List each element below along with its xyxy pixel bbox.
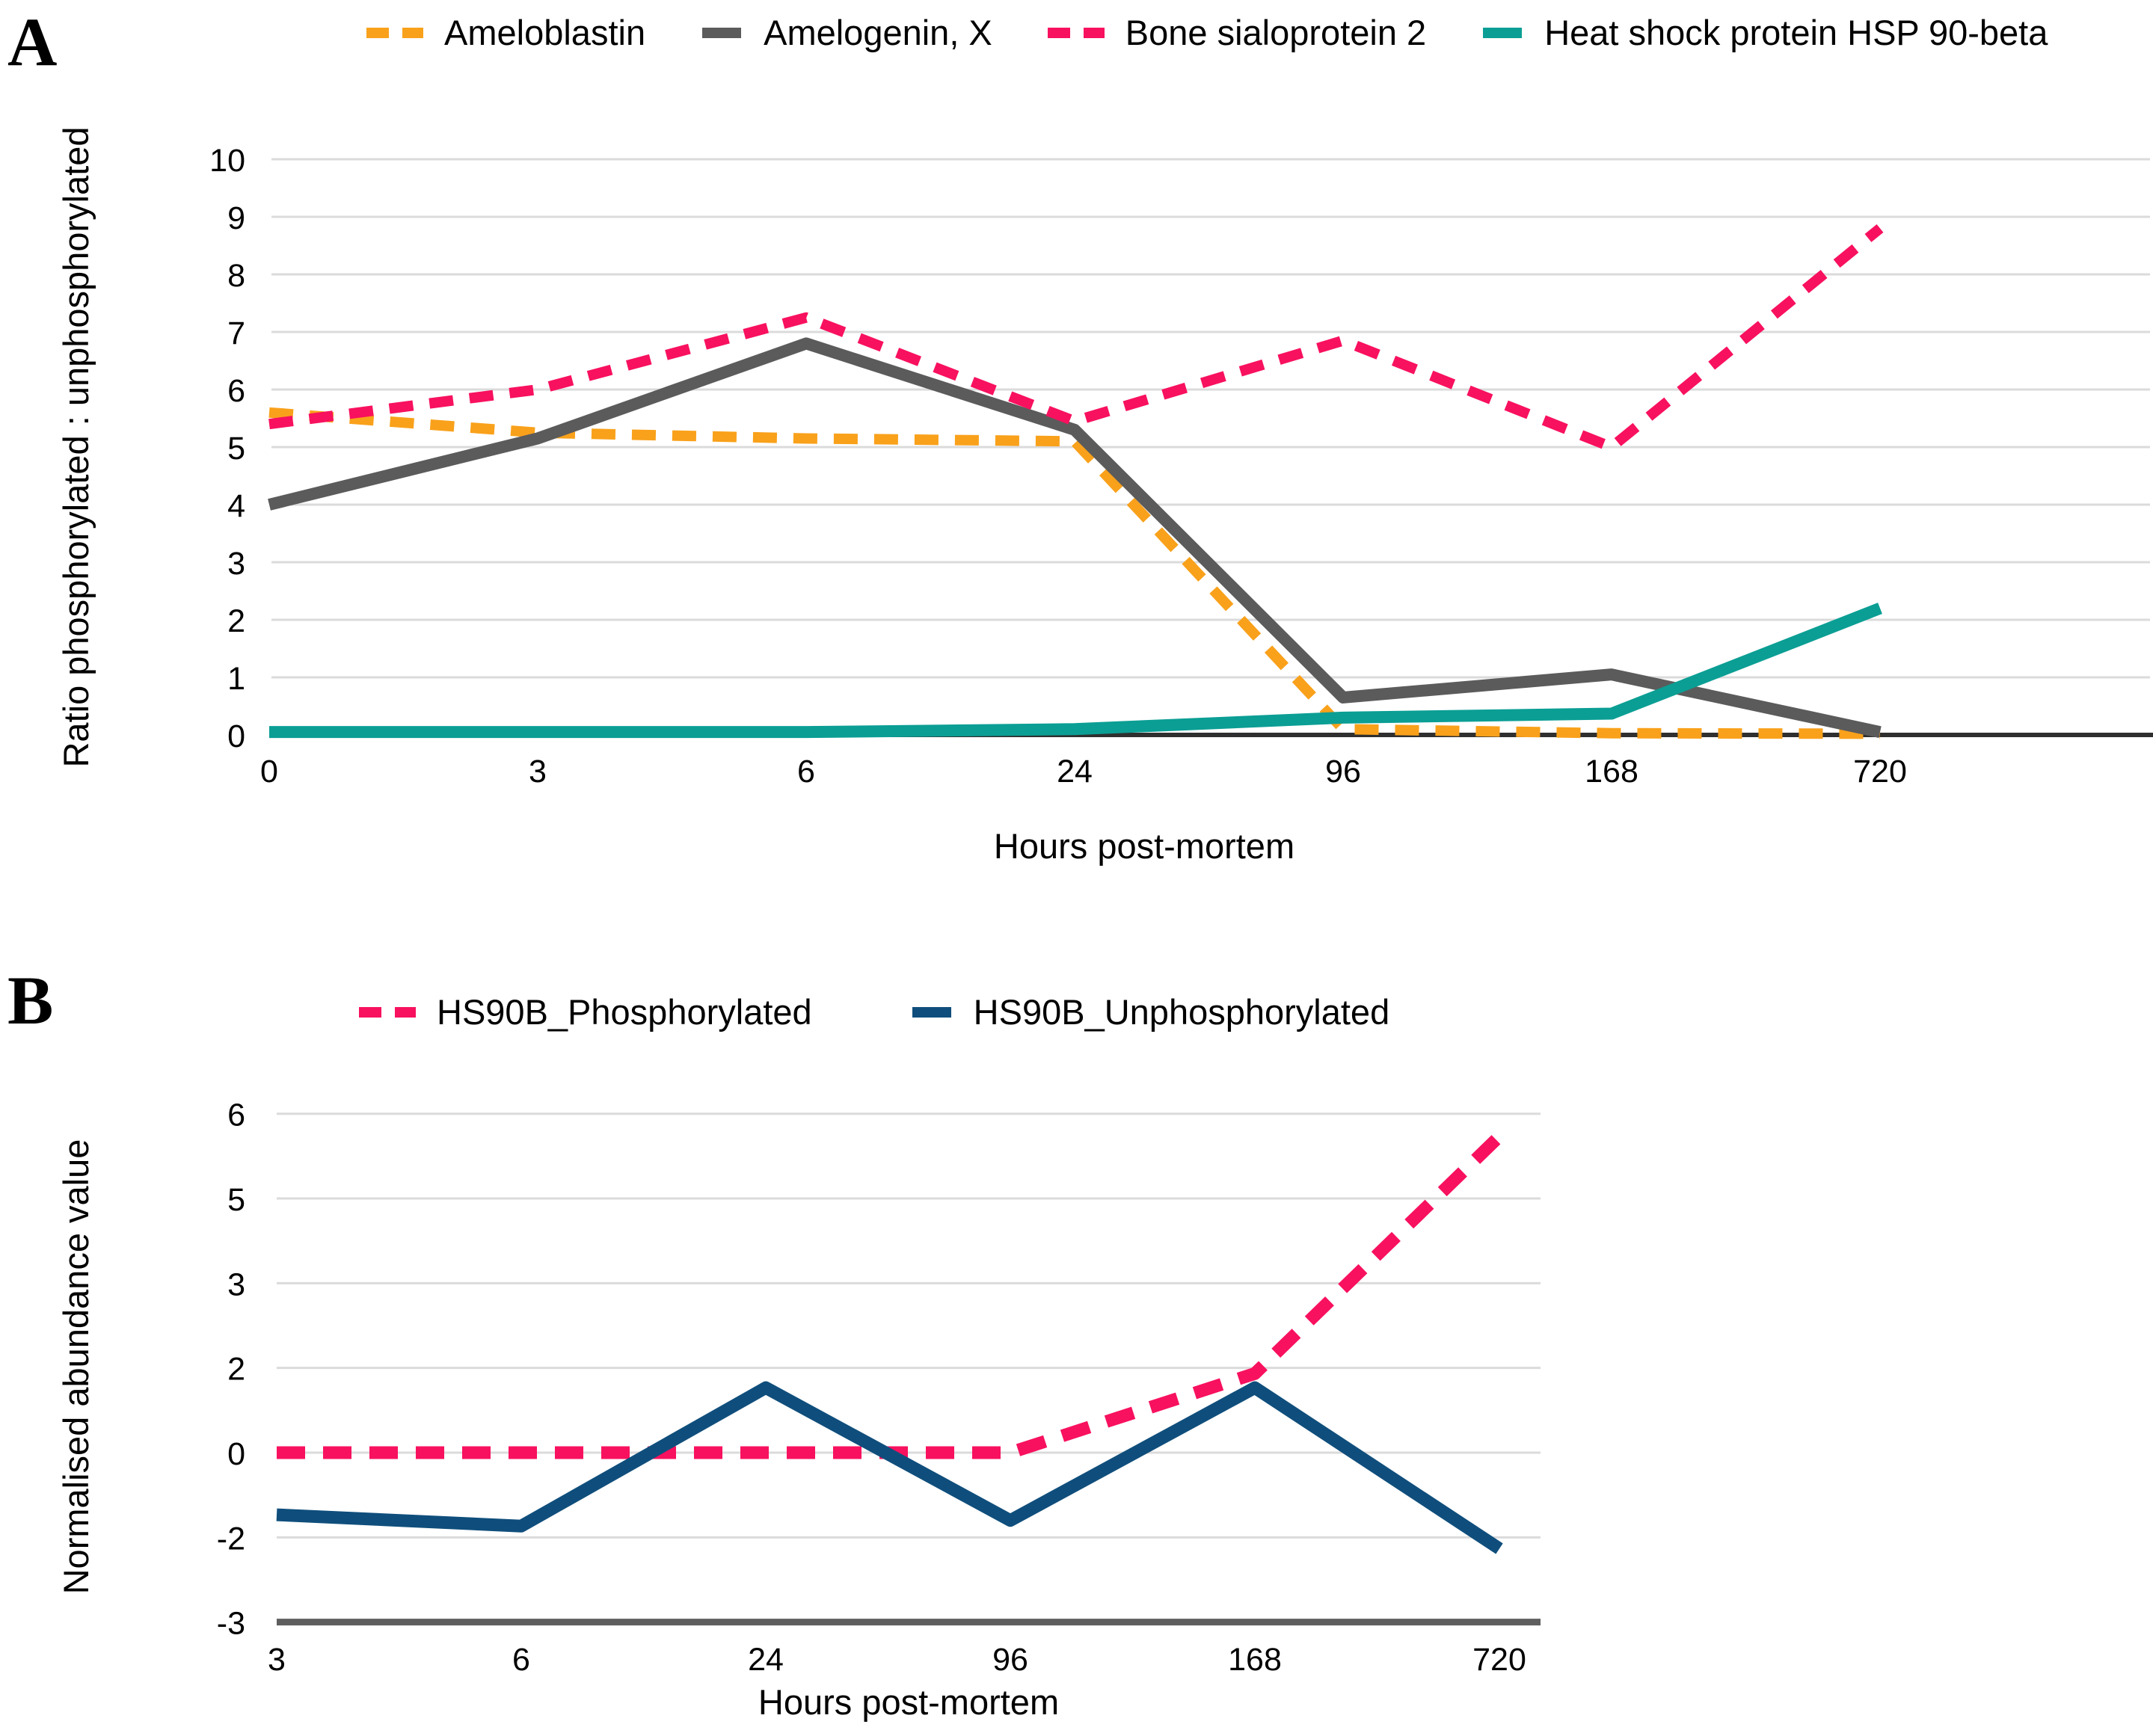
y-tick-label: 3 — [227, 546, 245, 582]
chart-b-x-axis-title: Hours post-mortem — [758, 1682, 1059, 1722]
dashed-line-swatch-icon — [1047, 27, 1105, 38]
legend-item-hs90b-unphosphorylated: HS90B_Unphosphorylated — [909, 991, 1390, 1032]
y-tick-label: 5 — [227, 431, 245, 467]
chart-b-series — [276, 1131, 1504, 1554]
y-tick-label: -3 — [217, 1606, 245, 1642]
y-tick-label: 6 — [227, 373, 245, 409]
series-hs90b-phosphorylated — [277, 1131, 1504, 1459]
legend-label: Ameloblastin — [444, 13, 646, 52]
chart-b: 6 5 3 2 0 -2 -3 3 6 24 96 168 720 Normalised abundan… — [56, 1098, 1541, 1722]
solid-line-swatch-icon — [1483, 27, 1523, 38]
solid-line-swatch-icon — [912, 1006, 951, 1018]
chart-a-grid — [271, 158, 2153, 737]
legend-chart-b: HS90B_Phosphorylated HS90B_Unphosphoryla… — [357, 991, 1389, 1032]
series-ameloblastin — [268, 407, 1881, 739]
x-tick-label: 24 — [1057, 754, 1093, 789]
legend-item-hsp90-beta: Heat shock protein HSP 90-beta — [1480, 12, 2048, 53]
x-tick-label: 6 — [512, 1642, 530, 1678]
y-tick-label: 3 — [227, 1266, 245, 1302]
legend-item-amelogenin-x: Amelogenin, X — [699, 12, 992, 53]
legend-item-ameloblastin: Ameloblastin — [365, 12, 645, 53]
y-tick-label: 2 — [227, 1352, 245, 1388]
x-tick-label: 6 — [797, 754, 815, 789]
solid-line-swatch-icon — [702, 27, 742, 38]
chart-a-y-axis-title: Ratio phosphorylated : unphosphorylated — [56, 126, 96, 767]
panel-b-label: B — [7, 962, 54, 1038]
chart-a-series — [268, 224, 1884, 739]
x-tick-label: 720 — [1853, 754, 1907, 789]
series-amelogenin-x — [268, 337, 1882, 738]
x-tick-label: 96 — [992, 1642, 1028, 1678]
series-hs90b-unphosphorylated — [276, 1381, 1503, 1554]
legend-label: Amelogenin, X — [764, 13, 992, 52]
x-tick-label: 168 — [1228, 1642, 1282, 1678]
x-tick-label: 0 — [260, 754, 278, 789]
x-tick-label: 720 — [1472, 1642, 1526, 1678]
x-tick-label: 96 — [1325, 754, 1361, 789]
legend-label: Heat shock protein HSP 90-beta — [1544, 13, 2048, 52]
x-tick-label: 3 — [268, 1642, 286, 1678]
legend-label: HS90B_Phosphorylated — [437, 992, 812, 1032]
panel-a-label: A — [7, 4, 58, 80]
chart-a-ticks: 0 1 2 3 4 5 6 7 8 9 10 0 3 6 24 96 168 720 — [209, 143, 1907, 789]
series-bone-sialoprotein-2 — [268, 224, 1884, 452]
y-tick-label: 5 — [227, 1182, 245, 1218]
chart-a: 0 1 2 3 4 5 6 7 8 9 10 0 3 6 24 96 168 720 Ratio phosphor… — [56, 126, 2153, 866]
x-tick-label: 168 — [1585, 754, 1638, 789]
y-tick-label: -2 — [217, 1521, 245, 1557]
y-tick-label: 7 — [227, 316, 245, 351]
y-tick-label: 6 — [227, 1098, 245, 1133]
y-tick-label: 9 — [227, 200, 245, 236]
y-tick-label: 0 — [227, 1436, 245, 1472]
series-heat-shock-protein-hsp-90-beta — [269, 603, 1882, 739]
legend-chart-a: Ameloblastin Amelogenin, X Bone sialopro… — [365, 12, 2048, 53]
legend-item-bone-sialoprotein-2: Bone sialoprotein 2 — [1046, 12, 1426, 53]
chart-b-ticks: 6 5 3 2 0 -2 -3 3 6 24 96 168 720 — [217, 1098, 1526, 1678]
y-tick-label: 10 — [209, 143, 245, 179]
chart-b-y-axis-title: Normalised abundance value — [56, 1139, 96, 1595]
y-tick-label: 8 — [227, 258, 245, 294]
y-tick-label: 4 — [227, 488, 245, 524]
dashed-line-swatch-icon — [366, 27, 423, 38]
chart-b-grid — [277, 1112, 1541, 1626]
y-tick-label: 0 — [227, 718, 245, 754]
legend-label: Bone sialoprotein 2 — [1125, 13, 1427, 52]
legend-label: HS90B_Unphosphorylated — [973, 992, 1390, 1032]
y-tick-label: 2 — [227, 603, 245, 639]
y-tick-label: 1 — [227, 661, 245, 697]
x-tick-label: 3 — [529, 754, 547, 789]
legend-item-hs90b-phosphorylated: HS90B_Phosphorylated — [357, 991, 812, 1032]
dashed-line-swatch-icon — [359, 1006, 416, 1018]
chart-a-x-axis-title: Hours post-mortem — [994, 826, 1294, 866]
x-tick-label: 24 — [748, 1642, 784, 1678]
